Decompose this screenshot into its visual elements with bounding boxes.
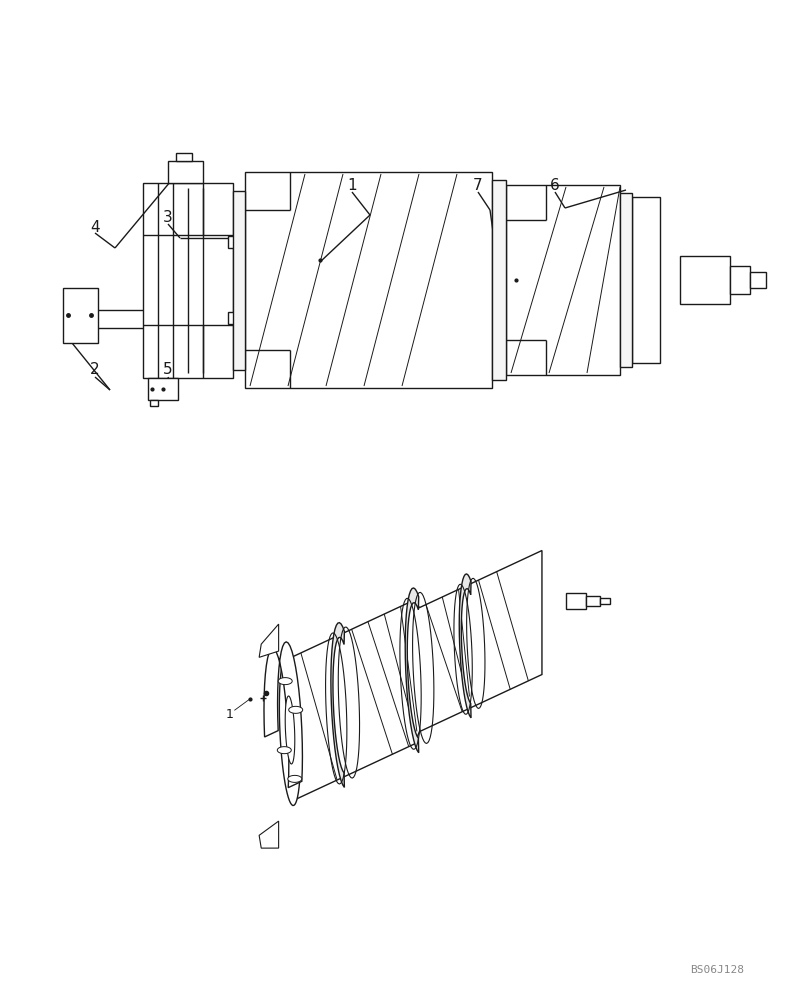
Text: 4: 4 (90, 221, 100, 235)
Text: 1: 1 (225, 708, 234, 721)
Polygon shape (264, 642, 302, 788)
Bar (228, 236, 240, 248)
Bar (233, 190, 245, 369)
Bar (750, 272, 766, 288)
Polygon shape (405, 588, 419, 753)
Polygon shape (285, 696, 295, 764)
Text: 3: 3 (163, 211, 173, 226)
Text: 6: 6 (550, 178, 560, 192)
Bar (730, 266, 750, 294)
Bar (228, 312, 240, 324)
Polygon shape (277, 747, 292, 754)
Bar (506, 185, 620, 375)
Polygon shape (459, 574, 471, 718)
Text: BS06J128: BS06J128 (690, 965, 744, 975)
Polygon shape (259, 624, 279, 657)
Bar (245, 172, 492, 388)
Polygon shape (292, 551, 542, 801)
Text: 5: 5 (163, 362, 173, 377)
Text: 1: 1 (347, 178, 357, 192)
Bar (620, 193, 632, 367)
Polygon shape (280, 654, 301, 805)
Bar (632, 197, 660, 363)
Bar (63, 288, 98, 343)
Bar (600, 598, 610, 604)
Bar (492, 180, 506, 380)
Bar (168, 160, 203, 182)
Bar (176, 152, 192, 160)
Polygon shape (278, 678, 292, 685)
Polygon shape (259, 821, 279, 848)
Bar (150, 399, 158, 406)
Polygon shape (331, 623, 344, 787)
Text: 2: 2 (90, 362, 100, 377)
Bar (566, 593, 587, 609)
Bar (143, 182, 233, 377)
Bar (680, 256, 730, 304)
Text: 7: 7 (473, 178, 483, 192)
Bar (148, 377, 178, 399)
Polygon shape (288, 775, 302, 782)
Polygon shape (288, 706, 303, 713)
Bar (587, 596, 600, 606)
